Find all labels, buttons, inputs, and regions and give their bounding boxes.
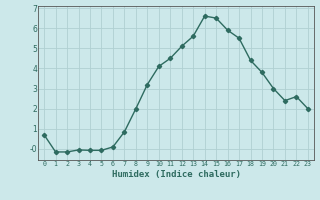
X-axis label: Humidex (Indice chaleur): Humidex (Indice chaleur) [111, 170, 241, 179]
